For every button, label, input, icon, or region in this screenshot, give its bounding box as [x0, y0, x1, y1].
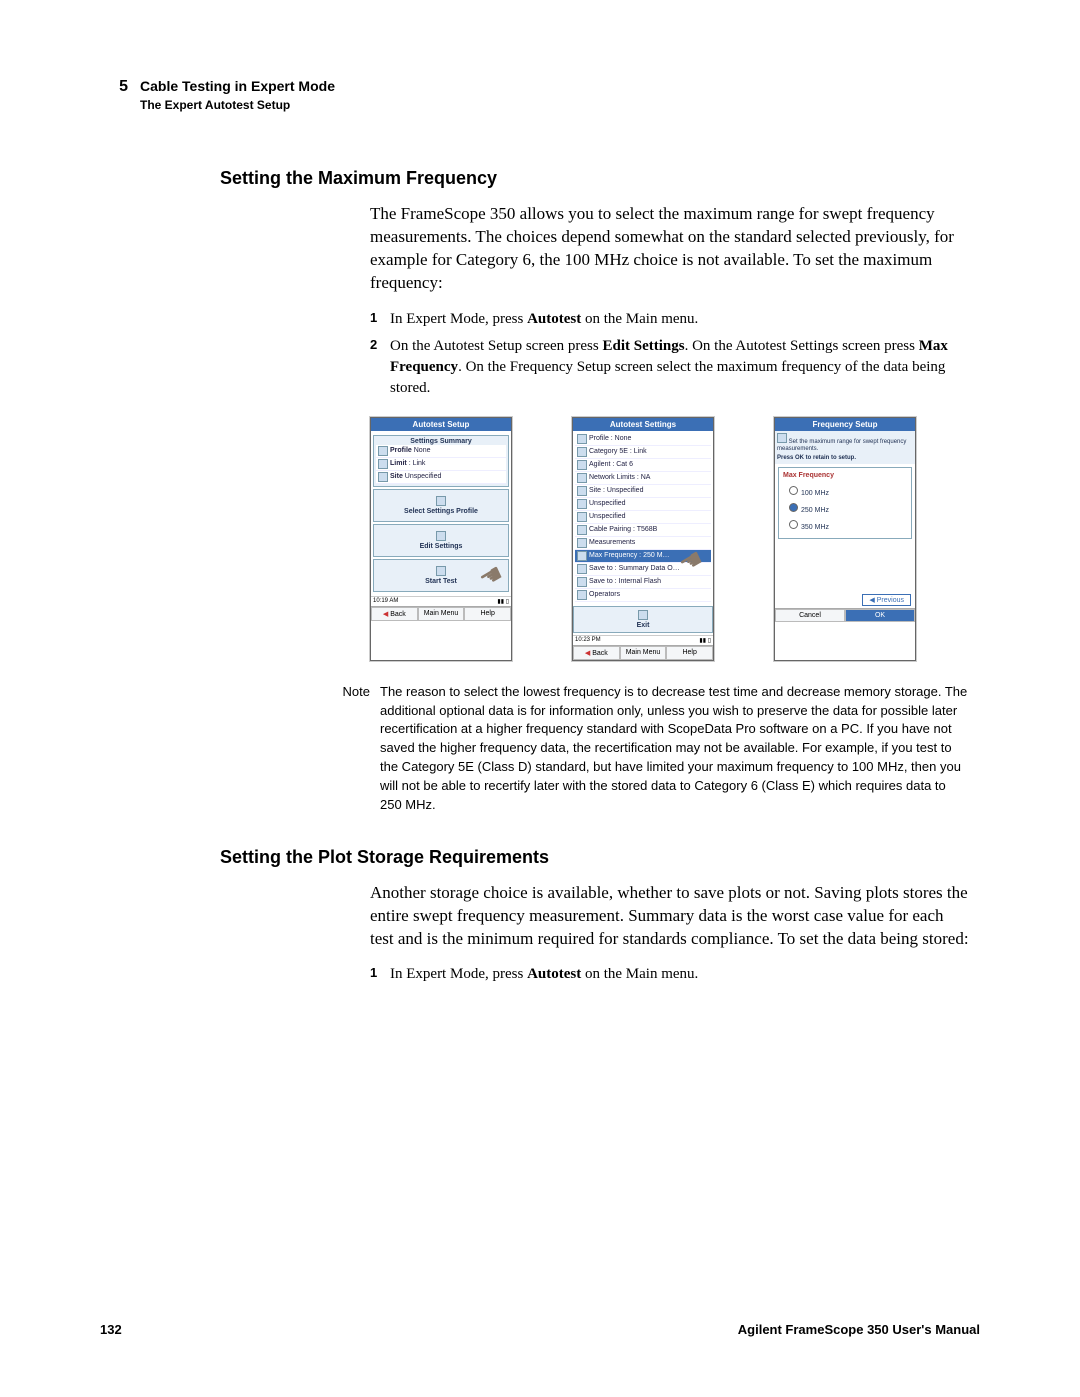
exit-icon — [638, 610, 648, 620]
frequency-option[interactable]: 100 MHz — [783, 483, 907, 500]
edit-icon — [436, 531, 446, 541]
settings-row[interactable]: Unspecified — [575, 498, 711, 511]
row-icon — [577, 473, 587, 483]
page-number: 132 — [100, 1322, 122, 1337]
settings-row[interactable]: Operators — [575, 589, 711, 602]
page-header: 5 Cable Testing in Expert Mode The Exper… — [100, 78, 980, 112]
row-icon — [577, 577, 587, 587]
note-label: Note — [320, 683, 380, 815]
screen-autotest-settings: Autotest Settings Profile : NoneCategory… — [572, 417, 714, 661]
row-icon — [577, 486, 587, 496]
row-icon — [577, 551, 587, 561]
previous-button[interactable]: ◀ Previous — [862, 594, 911, 606]
main-menu-button[interactable]: Main Menu — [418, 607, 465, 621]
settings-row[interactable]: Site : Unspecified — [575, 485, 711, 498]
row-icon — [577, 538, 587, 548]
settings-row[interactable]: Max Frequency : 250 M… — [575, 550, 711, 563]
list-item: 1 In Expert Mode, press Autotest on the … — [370, 309, 970, 330]
radio-icon — [789, 520, 798, 529]
start-icon — [436, 566, 446, 576]
row-icon — [577, 447, 587, 457]
section2-steps: 1 In Expert Mode, press Autotest on the … — [370, 964, 970, 985]
screen-autotest-setup: Autotest Setup Settings Summary Profile … — [370, 417, 512, 661]
section2-body: Another storage choice is available, whe… — [370, 882, 970, 951]
main-menu-button[interactable]: Main Menu — [620, 646, 667, 660]
settings-row[interactable]: Unspecified — [575, 511, 711, 524]
section1-body: The FrameScope 350 allows you to select … — [370, 203, 970, 295]
row-icon — [577, 499, 587, 509]
frequency-option[interactable]: 350 MHz — [783, 517, 907, 534]
chapter-number: 5 — [100, 78, 128, 96]
note-block: Note The reason to select the lowest fre… — [320, 683, 970, 815]
settings-row[interactable]: Save to : Summary Data O… — [575, 563, 711, 576]
row-icon — [577, 564, 587, 574]
help-button[interactable]: Help — [666, 646, 713, 660]
list-item: 1 In Expert Mode, press Autotest on the … — [370, 964, 970, 985]
row-icon — [577, 460, 587, 470]
radio-icon — [789, 486, 798, 495]
section-heading-max-frequency: Setting the Maximum Frequency — [220, 168, 980, 189]
chapter-subtitle: The Expert Autotest Setup — [140, 98, 335, 112]
frequency-option[interactable]: 250 MHz — [783, 500, 907, 517]
settings-row[interactable]: Profile : None — [575, 433, 711, 446]
settings-row[interactable]: Save to : Internal Flash — [575, 576, 711, 589]
settings-row[interactable]: Network Limits : NA — [575, 472, 711, 485]
help-button[interactable]: Help — [464, 607, 511, 621]
section-heading-plot-storage: Setting the Plot Storage Requirements — [220, 847, 980, 868]
ok-button[interactable]: OK — [845, 609, 915, 622]
chapter-title: Cable Testing in Expert Mode — [140, 78, 335, 94]
battery-icon: ▮▮ ▯ — [497, 598, 509, 605]
settings-row[interactable]: Cable Pairing : T568B — [575, 524, 711, 537]
page-footer: 132 Agilent FrameScope 350 User's Manual — [100, 1322, 980, 1337]
manual-title: Agilent FrameScope 350 User's Manual — [738, 1322, 980, 1337]
row-icon — [577, 525, 587, 535]
battery-icon: ▮▮ ▯ — [699, 637, 711, 644]
cancel-button[interactable]: Cancel — [775, 609, 845, 622]
row-icon — [577, 512, 587, 522]
info-icon — [777, 433, 787, 443]
back-button[interactable]: ◀ Back — [573, 646, 620, 660]
settings-row[interactable]: Category 5E : Link — [575, 446, 711, 459]
section1-steps: 1 In Expert Mode, press Autotest on the … — [370, 309, 970, 399]
row-icon — [577, 434, 587, 444]
note-text: The reason to select the lowest frequenc… — [380, 683, 970, 815]
device-screenshots: Autotest Setup Settings Summary Profile … — [370, 417, 980, 661]
radio-icon — [789, 503, 798, 512]
row-icon — [577, 590, 587, 600]
screen-frequency-setup: Frequency Setup Set the maximum range fo… — [774, 417, 916, 661]
back-button[interactable]: ◀ Back — [371, 607, 418, 621]
settings-row[interactable]: Agilent : Cat 6 — [575, 459, 711, 472]
list-item: 2 On the Autotest Setup screen press Edi… — [370, 336, 970, 399]
settings-row[interactable]: Measurements — [575, 537, 711, 550]
group-label: Max Frequency — [783, 472, 907, 479]
profile-icon — [436, 496, 446, 506]
